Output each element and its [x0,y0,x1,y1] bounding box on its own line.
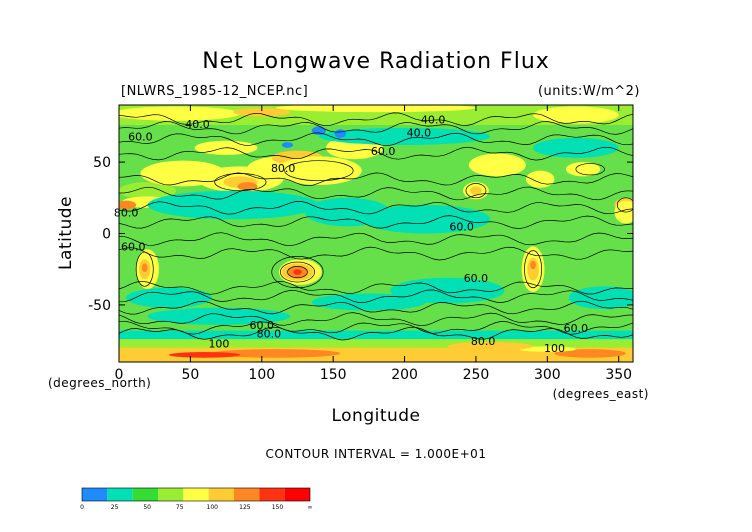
colorbar-swatch [284,488,310,501]
colorbar-label: ∞ [308,504,313,511]
colorbar: 0 25 50 75 100 125 150 ∞ [80,487,313,511]
contour-labels: 40.040.040.060.060.080.080.060.060.060.0… [114,114,588,355]
x-tick-label: 0 [115,367,124,383]
colorbar-swatch [234,488,260,501]
colorbar-frame [81,487,311,502]
x-tick-label: 250 [463,367,490,383]
contour-label: 40.0 [421,114,446,127]
y-unit-label: (degrees_north) [48,376,151,390]
x-tick-label: 300 [534,367,561,383]
contour-label: 60.0 [121,241,146,254]
colorbar-swatch [132,488,158,501]
y-axis-label: Latitude [56,196,76,270]
flux-field [119,105,633,362]
colorbar-label: 0 [80,504,84,511]
tick-labels: 0 50 100 150 200 250 300 350 50 0 -50 [88,155,632,383]
y-tick-label: -50 [88,298,111,314]
colorbar-swatch [158,488,184,501]
units-label: (units:W/m^2) [538,84,640,99]
colorbar-swatch [259,488,285,501]
contour-label: 60.0 [128,131,153,144]
colorbar-label: 150 [272,504,284,511]
contour-label: 40.0 [185,118,210,131]
y-tick-label: 50 [93,155,111,171]
colorbar-label: 25 [111,504,119,511]
contour-label: 40.0 [407,126,432,139]
colorbar-label: 125 [239,504,251,511]
dataset-label: [NLWRS_1985-12_NCEP.nc] [121,84,308,99]
x-tick-label: 350 [605,367,632,383]
colorbar-swatch [82,488,108,501]
contour-label: 60.0 [250,319,275,332]
contour-label: 80.0 [114,206,139,219]
contour-label: 80.0 [271,162,296,175]
contour-label: 60.0 [371,145,396,158]
contour-label: 60.0 [449,221,474,234]
colorbar-swatch [107,488,133,501]
axis-ticks [118,105,633,362]
chart-title: Net Longwave Radiation Flux [202,49,550,74]
colorbar-label: 75 [176,504,184,511]
x-tick-label: 100 [248,367,275,383]
contour-label: 100 [544,342,565,355]
contour-label: 80.0 [471,335,496,348]
contour-label: 60.0 [564,322,589,335]
y-tick-label: 0 [102,227,111,243]
x-tick-label: 200 [391,367,418,383]
contour-label: 80.0 [257,328,282,341]
contour-label: 100 [208,338,229,351]
colorbar-label: 50 [143,504,151,511]
x-unit-label: (degrees_east) [553,387,649,401]
x-tick-label: 50 [181,367,199,383]
x-tick-label: 150 [320,367,347,383]
contour-interval: CONTOUR INTERVAL = 1.000E+01 [266,447,487,461]
contour-label: 60.0 [464,272,489,285]
colorbar-swatch [208,488,234,501]
colorbar-label: 100 [207,504,219,511]
x-axis-label: Longitude [331,406,420,426]
colorbar-swatch [183,488,209,501]
